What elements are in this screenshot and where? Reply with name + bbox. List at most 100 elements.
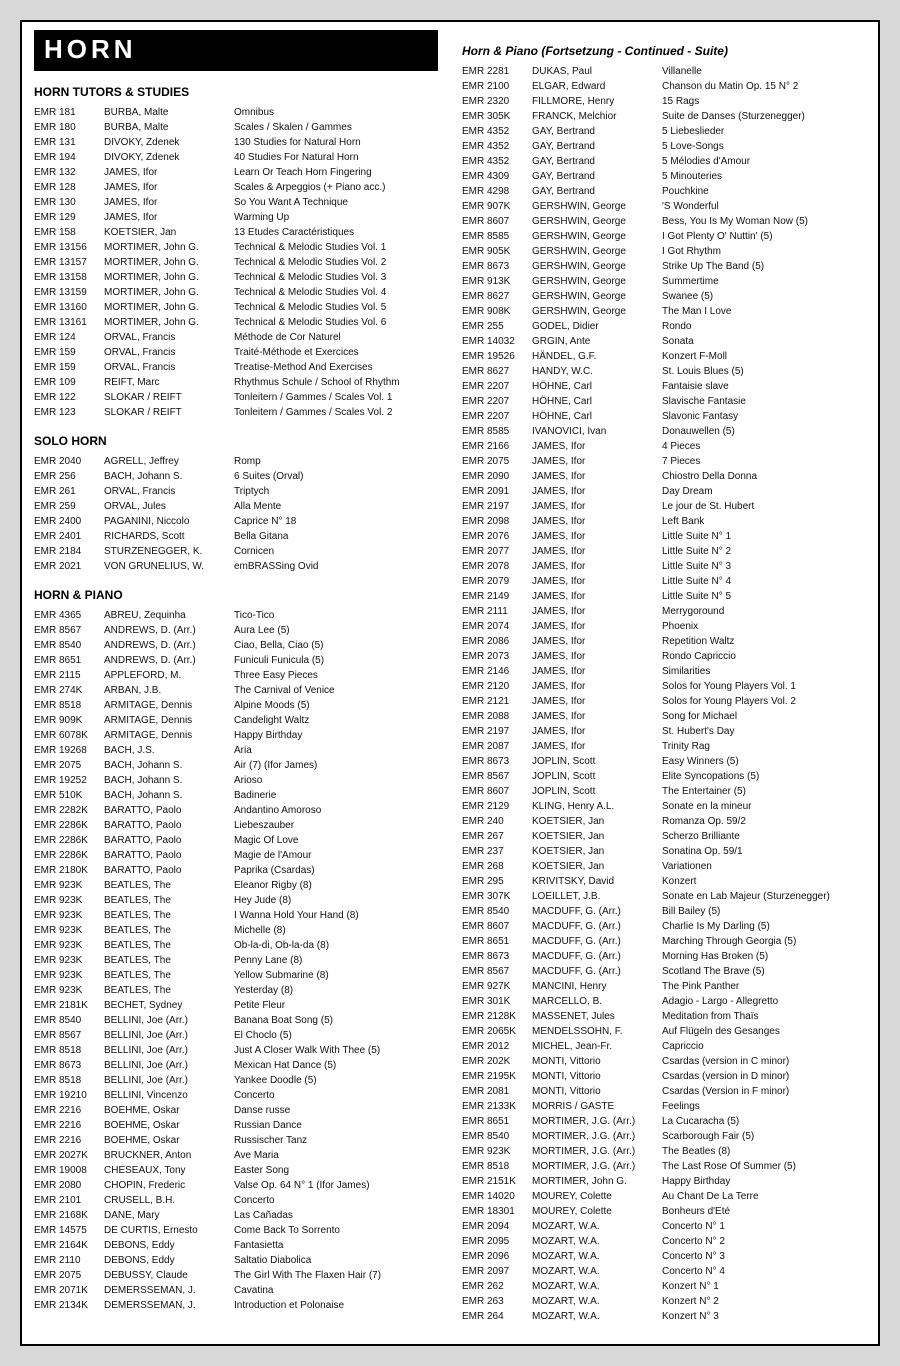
catalog-row: EMR 2181KBECHET, SydneyPetite Fleur xyxy=(34,998,438,1013)
catalog-title: I Got Rhythm xyxy=(662,244,866,259)
catalog-title: Scherzo Brilliante xyxy=(662,829,866,844)
catalog-row: EMR 2075JAMES, Ifor7 Pieces xyxy=(462,454,866,469)
catalog-code: EMR 2400 xyxy=(34,514,104,529)
catalog-code: EMR 130 xyxy=(34,195,104,210)
catalog-title: Tico-Tico xyxy=(234,608,438,623)
catalog-row: EMR 2115APPLEFORD, M.Three Easy Pieces xyxy=(34,668,438,683)
catalog-composer: KOETSIER, Jan xyxy=(532,814,662,829)
catalog-code: EMR 2149 xyxy=(462,589,532,604)
catalog-composer: JAMES, Ifor xyxy=(532,544,662,559)
catalog-code: EMR 2021 xyxy=(34,559,104,574)
catalog-code: EMR 2286K xyxy=(34,848,104,863)
catalog-row: EMR 2088JAMES, IforSong for Michael xyxy=(462,709,866,724)
catalog-code: EMR 8585 xyxy=(462,424,532,439)
catalog-code: EMR 2197 xyxy=(462,499,532,514)
catalog-row: EMR 2207HÖHNE, CarlFantaisie slave xyxy=(462,379,866,394)
catalog-title: Little Suite N° 3 xyxy=(662,559,866,574)
catalog-composer: BELLINI, Joe (Arr.) xyxy=(104,1028,234,1043)
catalog-code: EMR 923K xyxy=(34,953,104,968)
catalog-row: EMR 6078KARMITAGE, DennisHappy Birthday xyxy=(34,728,438,743)
catalog-title: Concerto xyxy=(234,1088,438,1103)
catalog-title: Rhythmus Schule / School of Rhythm xyxy=(234,375,438,390)
catalog-composer: JAMES, Ifor xyxy=(532,619,662,634)
catalog-row: EMR 2012MICHEL, Jean-Fr.Capriccio xyxy=(462,1039,866,1054)
catalog-row: EMR 923KBEATLES, TheHey Jude (8) xyxy=(34,893,438,908)
catalog-row: EMR 923KBEATLES, TheEleanor Rigby (8) xyxy=(34,878,438,893)
catalog-code: EMR 123 xyxy=(34,405,104,420)
catalog-title: Bonheurs d'Eté xyxy=(662,1204,866,1219)
catalog-composer: BURBA, Malte xyxy=(104,105,234,120)
catalog-title: Variationen xyxy=(662,859,866,874)
catalog-code: EMR 159 xyxy=(34,345,104,360)
catalog-title: Auf Flügeln des Gesanges xyxy=(662,1024,866,1039)
catalog-title: Villanelle xyxy=(662,64,866,79)
catalog-code: EMR 8651 xyxy=(462,1114,532,1129)
catalog-code: EMR 2040 xyxy=(34,454,104,469)
catalog-title: Chanson du Matin Op. 15 N° 2 xyxy=(662,79,866,94)
catalog-code: EMR 8518 xyxy=(34,1043,104,1058)
catalog-code: EMR 8607 xyxy=(462,214,532,229)
catalog-code: EMR 2088 xyxy=(462,709,532,724)
catalog-composer: DE CURTIS, Ernesto xyxy=(104,1223,234,1238)
catalog-composer: BECHET, Sydney xyxy=(104,998,234,1013)
catalog-composer: MASSENET, Jules xyxy=(532,1009,662,1024)
catalog-composer: GERSHWIN, George xyxy=(532,244,662,259)
catalog-row: EMR 2286KBARATTO, PaoloMagie de l'Amour xyxy=(34,848,438,863)
catalog-composer: MANCINI, Henry xyxy=(532,979,662,994)
catalog-title: Triptych xyxy=(234,484,438,499)
catalog-code: EMR 2096 xyxy=(462,1249,532,1264)
catalog-code: EMR 2216 xyxy=(34,1133,104,1148)
section-head: HORN & PIANO xyxy=(34,588,438,602)
catalog-code: EMR 263 xyxy=(462,1294,532,1309)
catalog-row: EMR 2129KLING, Henry A.L.Sonate en la mi… xyxy=(462,799,866,814)
catalog-title: The Carnival of Venice xyxy=(234,683,438,698)
catalog-composer: DEMERSSEMAN, J. xyxy=(104,1283,234,1298)
catalog-code: EMR 2216 xyxy=(34,1103,104,1118)
catalog-title: El Choclo (5) xyxy=(234,1028,438,1043)
catalog-row: EMR 2149JAMES, IforLittle Suite N° 5 xyxy=(462,589,866,604)
catalog-code: EMR 194 xyxy=(34,150,104,165)
catalog-row: EMR 122SLOKAR / REIFTTonleitern / Gammes… xyxy=(34,390,438,405)
catalog-title: Candelight Waltz xyxy=(234,713,438,728)
catalog-row: EMR 913KGERSHWIN, GeorgeSummertime xyxy=(462,274,866,289)
catalog-composer: DEBUSSY, Claude xyxy=(104,1268,234,1283)
section-head: SOLO HORN xyxy=(34,434,438,448)
catalog-code: EMR 2095 xyxy=(462,1234,532,1249)
catalog-row: EMR 2401RICHARDS, ScottBella Gitana xyxy=(34,529,438,544)
catalog-composer: KOETSIER, Jan xyxy=(532,859,662,874)
catalog-title: Omnibus xyxy=(234,105,438,120)
catalog-composer: JAMES, Ifor xyxy=(104,180,234,195)
catalog-composer: BEATLES, The xyxy=(104,893,234,908)
catalog-composer: JOPLIN, Scott xyxy=(532,754,662,769)
catalog-composer: JAMES, Ifor xyxy=(532,724,662,739)
catalog-row: EMR 255GODEL, DidierRondo xyxy=(462,319,866,334)
catalog-composer: ARMITAGE, Dennis xyxy=(104,713,234,728)
catalog-composer: GAY, Bertrand xyxy=(532,139,662,154)
catalog-code: EMR 4352 xyxy=(462,124,532,139)
catalog-title: Petite Fleur xyxy=(234,998,438,1013)
catalog-code: EMR 237 xyxy=(462,844,532,859)
catalog-code: EMR 274K xyxy=(34,683,104,698)
catalog-code: EMR 2090 xyxy=(462,469,532,484)
catalog-composer: MORTIMER, John G. xyxy=(104,255,234,270)
catalog-row: EMR 907KGERSHWIN, George'S Wonderful xyxy=(462,199,866,214)
catalog-row: EMR 14575DE CURTIS, ErnestoCome Back To … xyxy=(34,1223,438,1238)
catalog-composer: JAMES, Ifor xyxy=(532,649,662,664)
catalog-composer: GERSHWIN, George xyxy=(532,289,662,304)
catalog-title: Concerto N° 1 xyxy=(662,1219,866,1234)
catalog-row: EMR 4352GAY, Bertrand5 Mélodies d'Amour xyxy=(462,154,866,169)
catalog-code: EMR 2181K xyxy=(34,998,104,1013)
catalog-composer: IVANOVICI, Ivan xyxy=(532,424,662,439)
catalog-row: EMR 2128KMASSENET, JulesMeditation from … xyxy=(462,1009,866,1024)
catalog-code: EMR 2073 xyxy=(462,649,532,664)
catalog-code: EMR 2078 xyxy=(462,559,532,574)
catalog-code: EMR 13157 xyxy=(34,255,104,270)
catalog-row: EMR 2146JAMES, IforSimilarities xyxy=(462,664,866,679)
section-head: HORN TUTORS & STUDIES xyxy=(34,85,438,99)
catalog-code: EMR 2086 xyxy=(462,634,532,649)
catalog-composer: SLOKAR / REIFT xyxy=(104,390,234,405)
catalog-composer: ANDREWS, D. (Arr.) xyxy=(104,638,234,653)
catalog-composer: ARMITAGE, Dennis xyxy=(104,698,234,713)
catalog-title: Warming Up xyxy=(234,210,438,225)
catalog-title: Caprice N° 18 xyxy=(234,514,438,529)
